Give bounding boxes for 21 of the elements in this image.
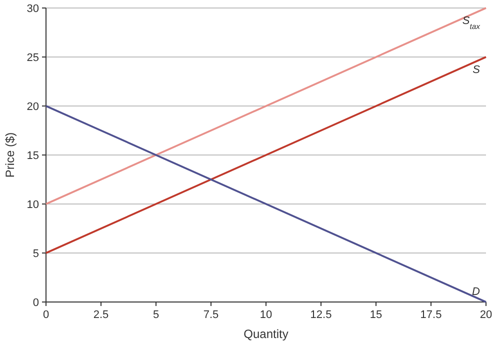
y-tick-label: 5 <box>32 248 39 260</box>
x-tick-label: 12.5 <box>310 309 332 321</box>
x-axis-title: Quantity <box>244 327 288 341</box>
x-tick-label: 20 <box>480 309 492 321</box>
series-label: S$_{tax}$ <box>462 15 482 30</box>
y-axis-title: Price ($) <box>3 132 17 178</box>
x-tick-label: 0 <box>42 309 50 321</box>
x-tick-label: 10 <box>260 309 272 321</box>
y-tick-label: 15 <box>26 150 39 162</box>
y-tick-label: 0 <box>32 296 39 309</box>
y-tick-label: 25 <box>26 52 39 64</box>
series-label: S <box>472 64 481 76</box>
x-tick-label: 15 <box>370 309 382 321</box>
y-tick-label: 30 <box>26 2 39 15</box>
x-tick-label: 7.5 <box>203 309 219 321</box>
x-tick-label: 5 <box>152 309 160 321</box>
x-tick-label: 2.5 <box>93 309 109 321</box>
x-tick-label: 17.5 <box>420 309 442 321</box>
y-tick-label: 10 <box>26 198 39 211</box>
series-label: D <box>472 286 480 298</box>
y-tick-label: 20 <box>26 100 39 113</box>
